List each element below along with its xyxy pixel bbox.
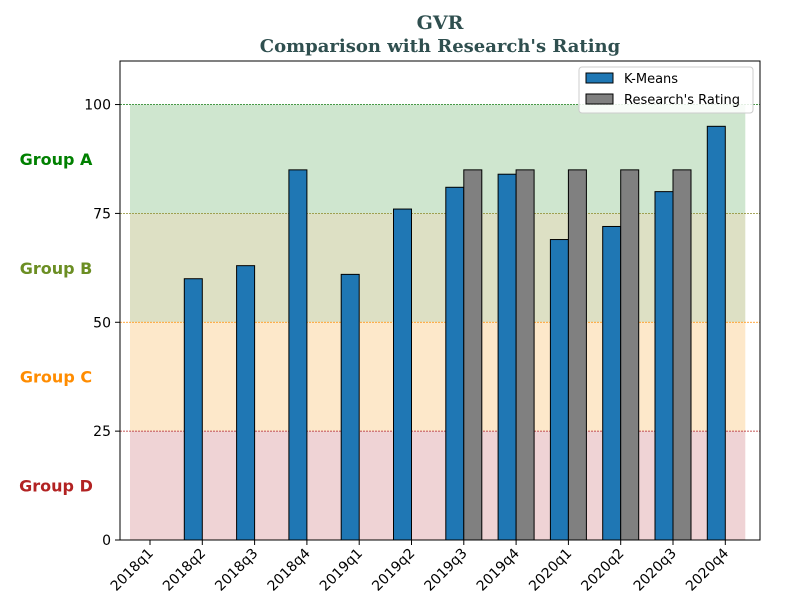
bar-research-2020q1 bbox=[567, 169, 587, 541]
bar-kmeans-2020q2 bbox=[602, 225, 622, 541]
bar-kmeans-2019q1 bbox=[340, 273, 360, 541]
group-label-3: Group C bbox=[20, 368, 92, 387]
bars bbox=[183, 125, 726, 541]
legend-swatch-1 bbox=[585, 72, 614, 84]
y-tick-label-75: 75 bbox=[93, 206, 111, 222]
band-2 bbox=[130, 213, 746, 323]
bar-kmeans-2020q1 bbox=[549, 239, 569, 541]
x-tick-label-2018q1: 2018q1 bbox=[108, 546, 157, 595]
x-tick-label-2019q4: 2019q4 bbox=[474, 545, 523, 594]
chart-title: GVR bbox=[417, 12, 464, 34]
x-axis: 2018q1 2018q2 2018q3 2018q4 2019q1 2019q2 2019… bbox=[108, 540, 732, 595]
bar-research-2019q3 bbox=[463, 169, 483, 541]
bar-kmeans-2018q2 bbox=[183, 278, 203, 541]
x-tick-label-2018q2: 2018q2 bbox=[160, 546, 209, 595]
group-label-4: Group D bbox=[19, 477, 93, 496]
bar-kmeans-2018q3 bbox=[236, 265, 256, 541]
band-4 bbox=[130, 431, 746, 540]
x-tick-label-2019q2: 2019q2 bbox=[369, 546, 418, 595]
bar-kmeans-2020q3 bbox=[654, 191, 674, 541]
y-tick-label-25: 25 bbox=[93, 424, 111, 440]
bar-kmeans-2020q4 bbox=[706, 125, 726, 541]
x-tick-label-2018q3: 2018q3 bbox=[212, 546, 261, 595]
x-tick-label-2020q4: 2020q4 bbox=[683, 545, 732, 594]
legend: K-Means Research's Rating bbox=[578, 66, 754, 114]
bar-kmeans-2018q4 bbox=[288, 169, 308, 541]
bar-research-2019q4 bbox=[515, 169, 535, 541]
y-tick-label-50: 50 bbox=[93, 315, 111, 331]
group-bands: Group A Group B Group C Group D bbox=[19, 104, 760, 540]
plot-frame bbox=[119, 60, 761, 541]
band-3 bbox=[130, 322, 746, 432]
x-tick-label-2019q3: 2019q3 bbox=[422, 546, 471, 595]
legend-box bbox=[578, 66, 754, 114]
group-label-2: Group B bbox=[20, 259, 93, 278]
bar-research-2020q3 bbox=[672, 169, 692, 541]
legend-swatch-2 bbox=[585, 93, 614, 105]
chart-subtitle: Comparison with Research's Rating bbox=[260, 36, 621, 57]
y-tick-label-0: 0 bbox=[102, 533, 111, 549]
legend-label-1: K-Means bbox=[624, 72, 678, 87]
group-label-1: Group A bbox=[20, 150, 93, 169]
x-tick-label-2020q2: 2020q2 bbox=[578, 546, 627, 595]
bar-kmeans-2019q3 bbox=[445, 186, 465, 541]
legend-label-2: Research's Rating bbox=[624, 93, 740, 108]
bar-kmeans-2019q4 bbox=[497, 173, 517, 541]
x-tick-label-2018q4: 2018q4 bbox=[265, 545, 314, 594]
x-tick-label-2019q1: 2019q1 bbox=[317, 546, 366, 595]
bar-research-2020q2 bbox=[620, 169, 640, 541]
x-tick-label-2020q3: 2020q3 bbox=[631, 546, 680, 595]
band-1 bbox=[130, 104, 746, 214]
bar-kmeans-2019q2 bbox=[393, 208, 412, 541]
x-tick-label-2020q1: 2020q1 bbox=[526, 546, 575, 595]
y-axis: 0 25 50 75 100 bbox=[84, 98, 120, 549]
y-tick-label-100: 100 bbox=[84, 98, 111, 114]
